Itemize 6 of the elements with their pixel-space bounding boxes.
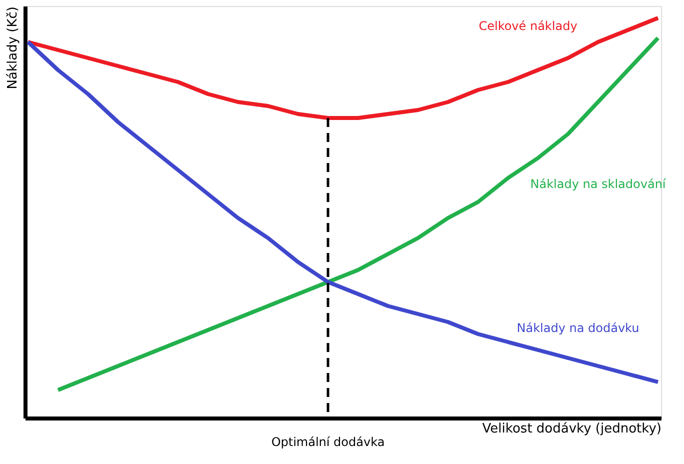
series-label: Náklady na dodávku: [516, 321, 640, 335]
x-axis-title: Velikost dodávky (jednotky): [482, 422, 662, 436]
text: Optimální dodávka: [271, 435, 385, 449]
series-label: Náklady na skladování: [530, 177, 666, 191]
y-axis-title: Náklady (Kč): [6, 6, 20, 90]
series-label: Celkové náklady: [478, 19, 578, 33]
